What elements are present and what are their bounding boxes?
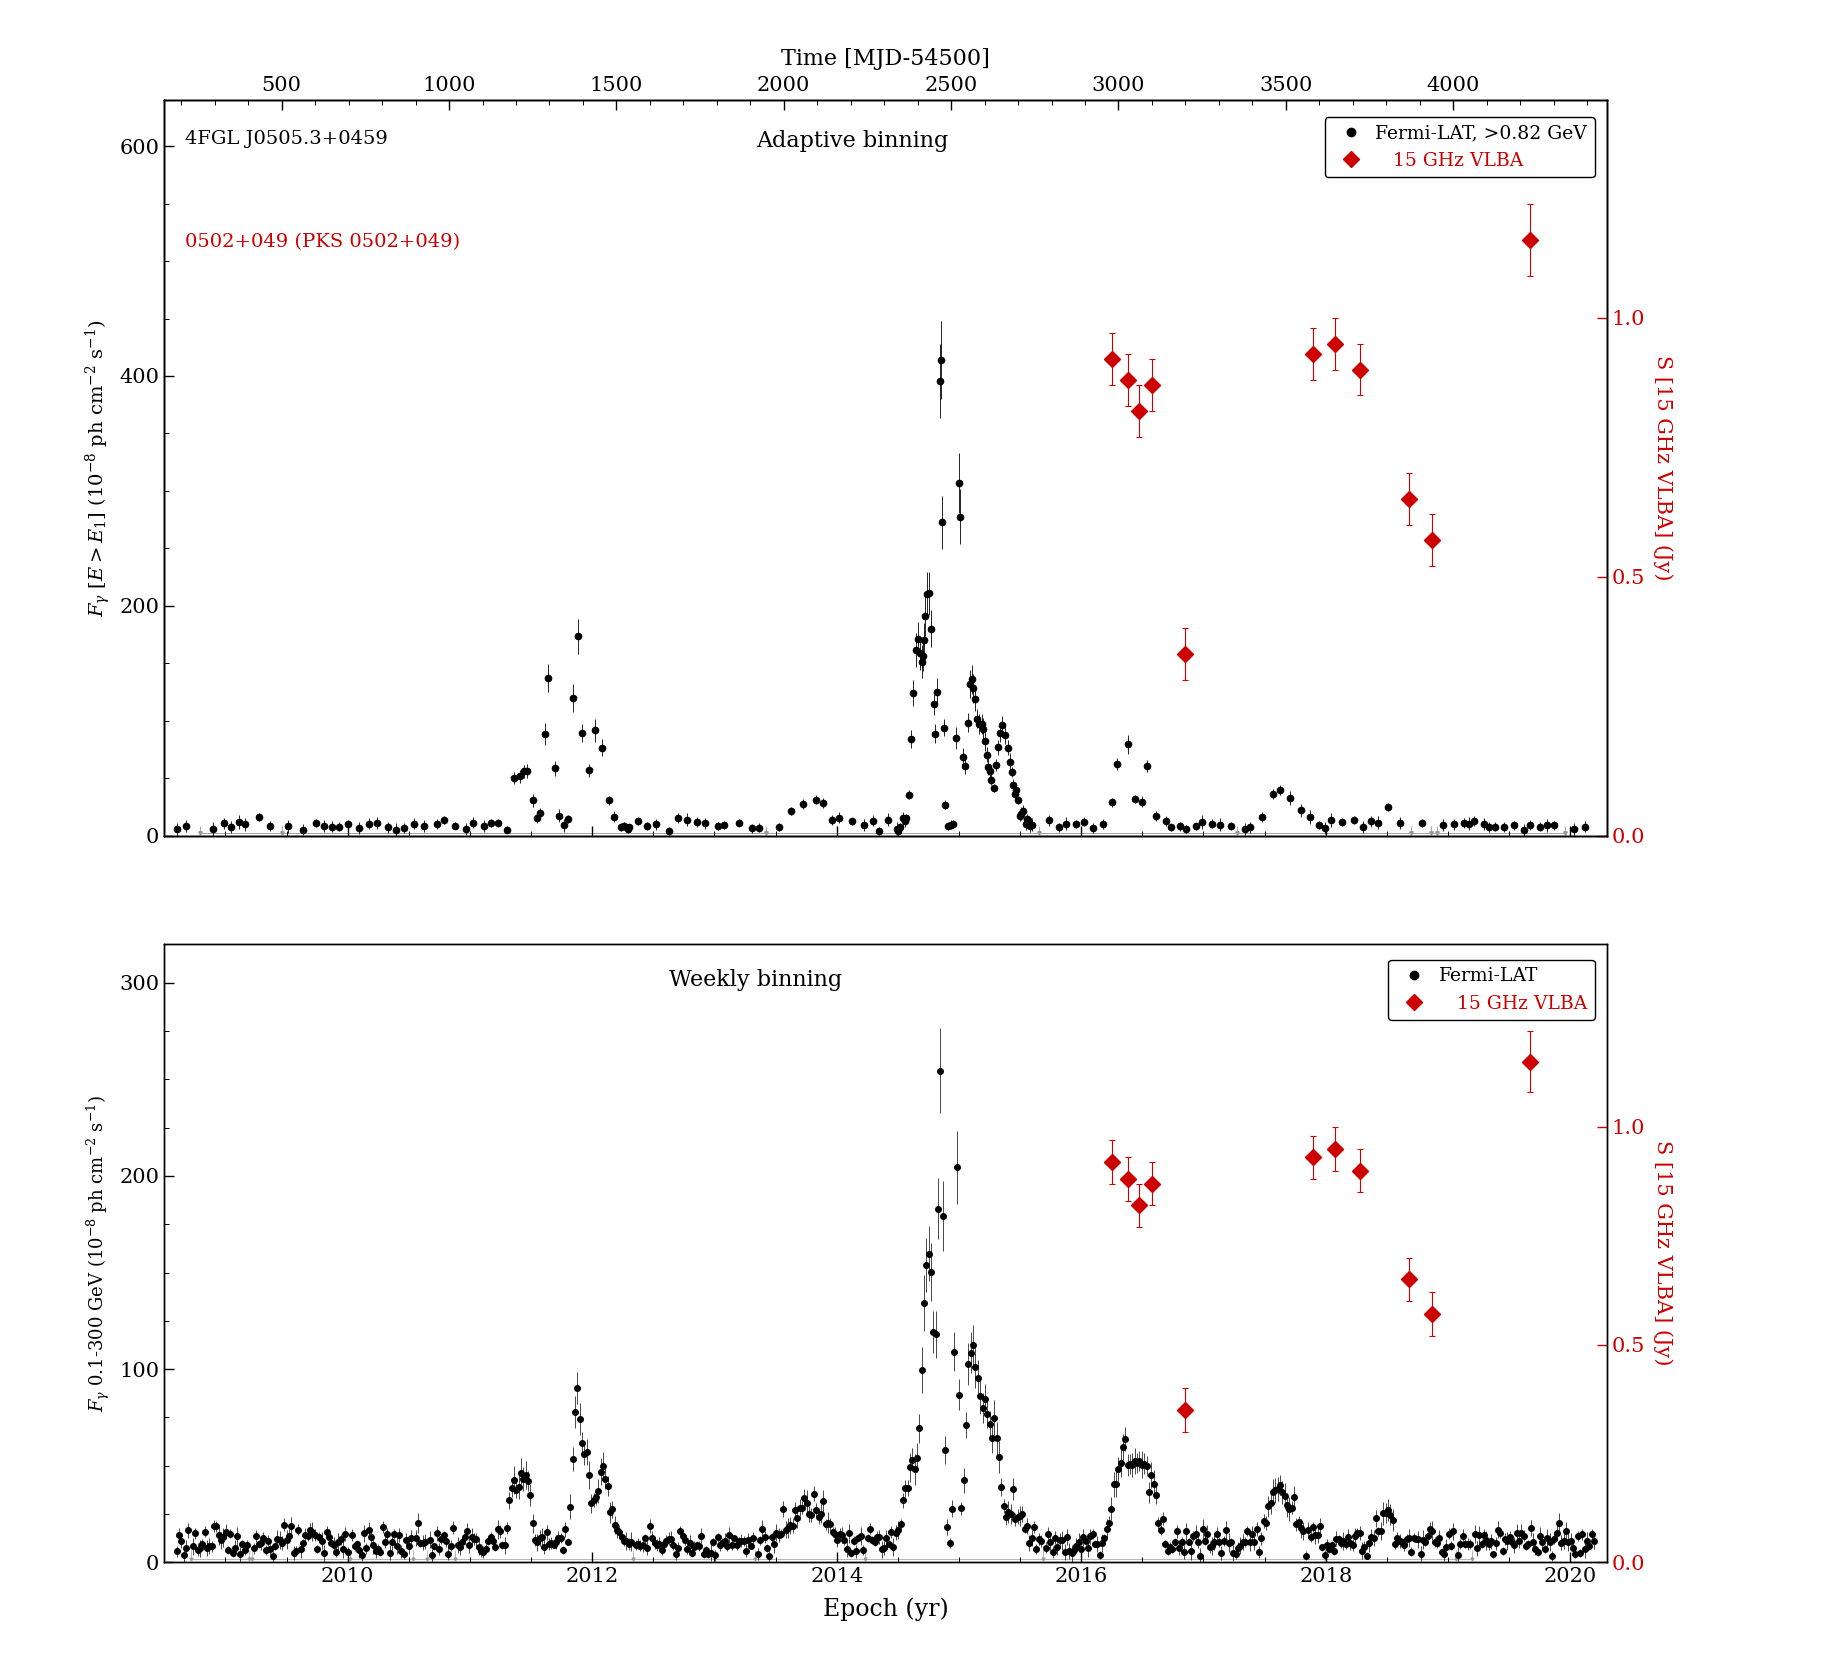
Legend: Fermi-LAT, >0.82 GeV,    15 GHz VLBA: Fermi-LAT, >0.82 GeV, 15 GHz VLBA — [1324, 117, 1594, 177]
Y-axis label: $F_{\gamma}$ 0.1-300 GeV $(10^{-8}$ ph cm$^{-2}$ s$^{-1})$: $F_{\gamma}$ 0.1-300 GeV $(10^{-8}$ ph c… — [86, 1095, 113, 1412]
Legend: Fermi-LAT,    15 GHz VLBA: Fermi-LAT, 15 GHz VLBA — [1388, 959, 1594, 1019]
X-axis label: Epoch (yr): Epoch (yr) — [824, 1597, 948, 1621]
Y-axis label: S [15 GHz VLBA] (Jy): S [15 GHz VLBA] (Jy) — [1653, 1141, 1673, 1365]
Y-axis label: $F_{\gamma}$ $[E>E_1]$ $(10^{-8}$ ph cm$^{-2}$ s$^{-1})$: $F_{\gamma}$ $[E>E_1]$ $(10^{-8}$ ph cm$… — [84, 319, 113, 617]
Text: Weekly binning: Weekly binning — [668, 969, 842, 991]
Text: 4FGL J0505.3+0459: 4FGL J0505.3+0459 — [184, 130, 387, 147]
X-axis label: Time [MJD-54500]: Time [MJD-54500] — [782, 48, 990, 70]
Text: Adaptive binning: Adaptive binning — [756, 130, 948, 152]
Y-axis label: S [15 GHz VLBA] (Jy): S [15 GHz VLBA] (Jy) — [1653, 356, 1673, 580]
Text: 0502+049 (PKS 0502+049): 0502+049 (PKS 0502+049) — [184, 232, 460, 251]
